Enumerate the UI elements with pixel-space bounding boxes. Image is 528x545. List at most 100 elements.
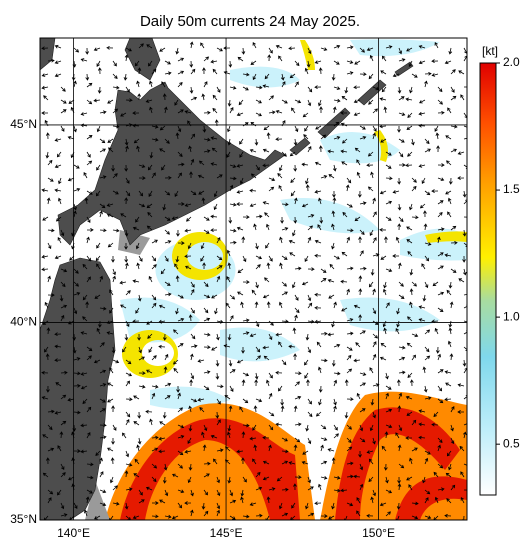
arrow (293, 216, 298, 224)
arrow (346, 177, 352, 184)
arrow (99, 471, 104, 478)
arrow (164, 71, 172, 76)
arrow (164, 353, 169, 361)
arrow (99, 423, 107, 428)
arrow (385, 372, 389, 380)
arrow (216, 255, 223, 261)
arrow (346, 228, 354, 233)
arrow (172, 473, 179, 478)
arrow (372, 132, 376, 140)
graticule (40, 38, 467, 520)
arrow (255, 320, 260, 328)
arrow (203, 149, 211, 153)
arrow (281, 359, 287, 366)
arrow (42, 472, 49, 478)
arrow (145, 486, 153, 491)
arrow (249, 203, 257, 207)
arrow (450, 405, 455, 413)
arrow (228, 405, 233, 413)
arrow (138, 499, 145, 504)
arrow (409, 457, 413, 465)
arrow (288, 239, 296, 244)
arrow (354, 147, 361, 153)
arrow (60, 370, 68, 375)
arrow (95, 255, 101, 262)
arrow (73, 281, 79, 287)
arrow (159, 47, 166, 52)
arrow (346, 203, 353, 208)
arrow (86, 475, 94, 480)
arrow (112, 501, 120, 506)
arrow (151, 302, 157, 309)
arrow (424, 450, 431, 455)
arrow (134, 60, 140, 67)
arrow (216, 398, 221, 405)
arrow (241, 236, 246, 244)
arrow (346, 424, 352, 430)
arrow (137, 333, 141, 341)
arrow (203, 489, 208, 496)
arrow (190, 489, 194, 497)
arrow (424, 515, 432, 520)
arrow (112, 173, 118, 179)
arrow (450, 148, 457, 153)
arrow (434, 42, 439, 49)
arrow (446, 450, 452, 457)
arrow (84, 197, 89, 205)
arrow (450, 424, 454, 432)
arrow (293, 164, 298, 172)
arrow (372, 197, 376, 205)
arrow (177, 463, 183, 469)
arrow (178, 202, 185, 206)
arrow (96, 242, 101, 249)
arrow (86, 346, 93, 352)
arrow (203, 137, 211, 142)
arrow (398, 58, 406, 62)
arrow (54, 332, 62, 337)
arrow (177, 172, 182, 179)
arrow (203, 281, 209, 288)
arrow (86, 151, 91, 158)
arrow (203, 345, 211, 350)
arrow (327, 279, 335, 283)
arrow (396, 379, 401, 387)
arrow (424, 329, 431, 335)
arrow (203, 216, 210, 221)
arrow (216, 489, 221, 497)
arrow (407, 251, 413, 257)
arrow (407, 316, 413, 322)
arrow (99, 383, 107, 387)
arrow (424, 148, 431, 153)
arrow (398, 345, 406, 350)
arrow (250, 173, 257, 179)
arrow (201, 197, 206, 205)
arrow (190, 96, 198, 101)
arrow (281, 202, 289, 207)
arrow (96, 164, 101, 171)
arrow (262, 435, 270, 440)
arrow (136, 145, 140, 153)
plot-area (40, 38, 467, 520)
arrow (86, 228, 94, 232)
arrow (151, 463, 158, 469)
arrow (396, 502, 401, 510)
arrow (124, 470, 129, 478)
arrow (197, 359, 205, 363)
arrow (359, 125, 366, 130)
arrow (112, 275, 116, 283)
arrow (148, 60, 153, 67)
arrow (197, 174, 205, 179)
arrow (41, 111, 48, 115)
arrow (331, 359, 336, 367)
arrow (226, 151, 231, 158)
arrow (237, 268, 244, 274)
arrow (409, 86, 413, 94)
arrow (44, 301, 49, 309)
arrow (255, 355, 261, 361)
arrow (344, 411, 349, 419)
arrow (356, 497, 361, 504)
arrow (226, 249, 231, 257)
arrow (107, 447, 114, 452)
arrow (398, 424, 403, 432)
arrow (445, 190, 452, 195)
